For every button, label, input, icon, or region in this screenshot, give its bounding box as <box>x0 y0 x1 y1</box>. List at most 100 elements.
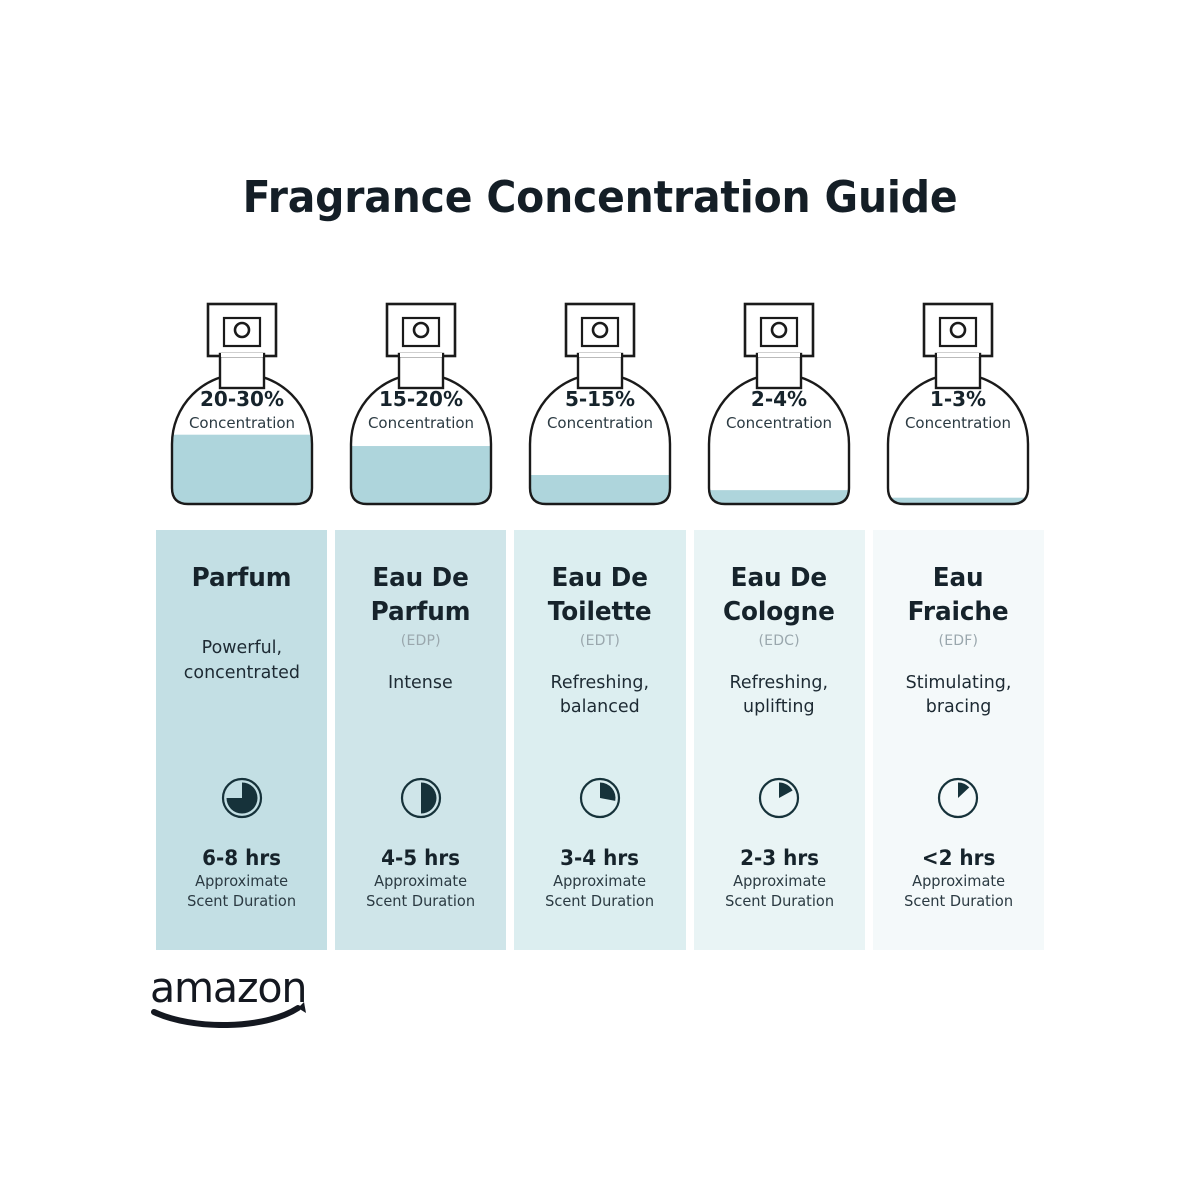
duration-caption: Approximate Scent Duration <box>883 872 1034 912</box>
duration-caption-line: Scent Duration <box>366 891 476 910</box>
fragrance-abbreviation: (EDT) <box>579 632 621 649</box>
fragrance-abbreviation: (EDC) <box>758 632 800 649</box>
bottle-sprayer <box>939 316 978 348</box>
duration-caption: Approximate Scent Duration <box>525 872 676 912</box>
amazon-logo: amazon <box>148 963 328 1029</box>
panel-background <box>335 530 507 950</box>
fragrance-column-4[interactable]: Eau De Cologne (EDC) Refreshing, uplifting… <box>690 530 869 950</box>
bottle-row: 20-30% Concentration 15-20% Concentratio… <box>152 296 1048 518</box>
fragrance-description-line: Stimulating, <box>905 671 1012 693</box>
bottle-sprayer <box>401 316 440 348</box>
fragrance-description-line: bracing <box>925 696 992 718</box>
fragrance-description: Refreshing, balanced <box>551 671 649 721</box>
clock-icon <box>400 777 441 819</box>
bottle-body-outline <box>528 372 672 506</box>
duration-value: 2-3 hrs <box>739 846 819 870</box>
bottle-concentration-value: 2-4% <box>751 387 807 411</box>
duration-caption: Approximate Scent Duration <box>346 872 497 912</box>
bottle-sprayer-button <box>591 321 609 339</box>
bottle-cap <box>743 302 815 358</box>
perfume-bottle: 1-3% Concentration <box>878 296 1038 518</box>
fragrance-description-line: Refreshing, <box>729 671 829 693</box>
fragrance-description: Intense <box>388 671 453 696</box>
perfume-bottle: 5-15% Concentration <box>520 296 680 518</box>
fragrance-name-line: Eau De <box>372 563 470 593</box>
duration-value: 3-4 hrs <box>560 846 640 870</box>
fragrance-name-line: Eau <box>932 563 984 593</box>
fragrance-name: Parfum <box>192 561 292 595</box>
bottle-liquid <box>888 497 1029 504</box>
fragrance-column-1[interactable]: Parfum Powerful, concentrated 6-8 hrs App… <box>152 530 331 950</box>
bottle-body-outline <box>170 372 313 506</box>
fragrance-abbreviation: (EDP) <box>400 632 441 649</box>
bottle-neck <box>935 352 982 390</box>
bottle-sprayer-button <box>412 321 430 339</box>
perfume-bottle: 15-20% Concentration <box>341 296 501 518</box>
panel-background <box>693 530 865 950</box>
bottle-cell: 1-3% Concentration <box>869 296 1048 518</box>
svg-text:amazon: amazon <box>150 968 306 1012</box>
duration-caption-line: Approximate <box>911 872 1005 890</box>
duration-caption-line: Scent Duration <box>545 891 655 910</box>
fragrance-name-line: Eau De <box>730 563 828 593</box>
duration-caption: Approximate Scent Duration <box>166 872 317 912</box>
duration-caption-line: Approximate <box>374 872 468 890</box>
fragrance-description-line: Refreshing, <box>550 671 650 693</box>
bottle-concentration-label: Concentration <box>547 414 653 432</box>
bottle-sprayer <box>760 316 799 348</box>
perfume-bottle: 2-4% Concentration <box>699 296 859 518</box>
bottle-neck <box>218 352 265 390</box>
bottle-body-outline <box>887 372 1030 506</box>
bottle-liquid <box>709 490 850 504</box>
fragrance-description: Refreshing, uplifting <box>730 671 828 721</box>
panel-background <box>156 530 328 950</box>
bottle-concentration-label: Concentration <box>368 414 474 432</box>
duration-caption-line: Scent Duration <box>187 891 297 910</box>
bottle-concentration-label: Concentration <box>905 414 1011 432</box>
bottle-cap <box>206 302 277 358</box>
clock-icon <box>221 777 262 819</box>
bottle-liquid <box>171 434 312 504</box>
bottle-liquid <box>350 446 491 504</box>
fragrance-description-line: concentrated <box>183 662 300 684</box>
fragrance-column-5[interactable]: Eau Fraiche (EDF) Stimulating, bracing <2 … <box>869 530 1048 950</box>
bottle-concentration-value: 20-30% <box>200 387 284 411</box>
fragrance-description-line: uplifting <box>743 696 815 718</box>
fragrance-description-line: Intense <box>388 671 454 693</box>
bottle-neck <box>755 352 803 390</box>
bottle-concentration-value: 5-15% <box>565 387 635 411</box>
clock-icon <box>759 777 800 819</box>
bottle-concentration-value: 1-3% <box>930 387 986 411</box>
bottle-cap <box>564 302 636 358</box>
clock-icon <box>579 777 621 819</box>
fragrance-name-line: Cologne <box>723 597 836 628</box>
fragrance-abbreviation: (EDF) <box>938 632 979 649</box>
fragrance-name: Eau De Cologne <box>723 561 835 630</box>
duration-caption-line: Approximate <box>553 872 647 890</box>
fragrance-name-line: Fraiche <box>907 597 1009 628</box>
fragrance-description: Powerful, concentrated <box>184 636 300 686</box>
bottle-cell: 2-4% Concentration <box>690 296 869 518</box>
bottle-sprayer <box>222 316 261 348</box>
fragrance-name-line: Parfum <box>370 597 471 628</box>
fragrance-description-line: Powerful, <box>201 637 282 659</box>
bottle-cell: 20-30% Concentration <box>152 296 331 518</box>
duration-caption-line: Approximate <box>195 872 289 890</box>
duration-value: <2 hrs <box>921 846 996 870</box>
page-title: Fragrance Concentration Guide <box>242 172 958 223</box>
fragrance-column-3[interactable]: Eau De Toilette (EDT) Refreshing, balanced… <box>510 530 689 950</box>
bottle-concentration-label: Concentration <box>189 414 295 432</box>
bottle-concentration-value: 15-20% <box>379 387 463 411</box>
panel-background <box>872 530 1044 950</box>
bottle-sprayer-button <box>233 321 250 339</box>
fragrance-panel-row: Parfum Powerful, concentrated 6-8 hrs App… <box>152 530 1048 950</box>
duration-caption: Approximate Scent Duration <box>704 872 855 912</box>
clock-icon <box>938 777 979 819</box>
fragrance-column-2[interactable]: Eau De Parfum (EDP) Intense 4-5 hrs Appro… <box>331 530 510 950</box>
fragrance-description-line: balanced <box>560 696 640 718</box>
bottle-cap <box>385 302 457 358</box>
bottle-neck <box>576 352 624 390</box>
fragrance-name-line: Toilette <box>548 597 652 628</box>
fragrance-name-line: Eau De <box>551 563 649 593</box>
